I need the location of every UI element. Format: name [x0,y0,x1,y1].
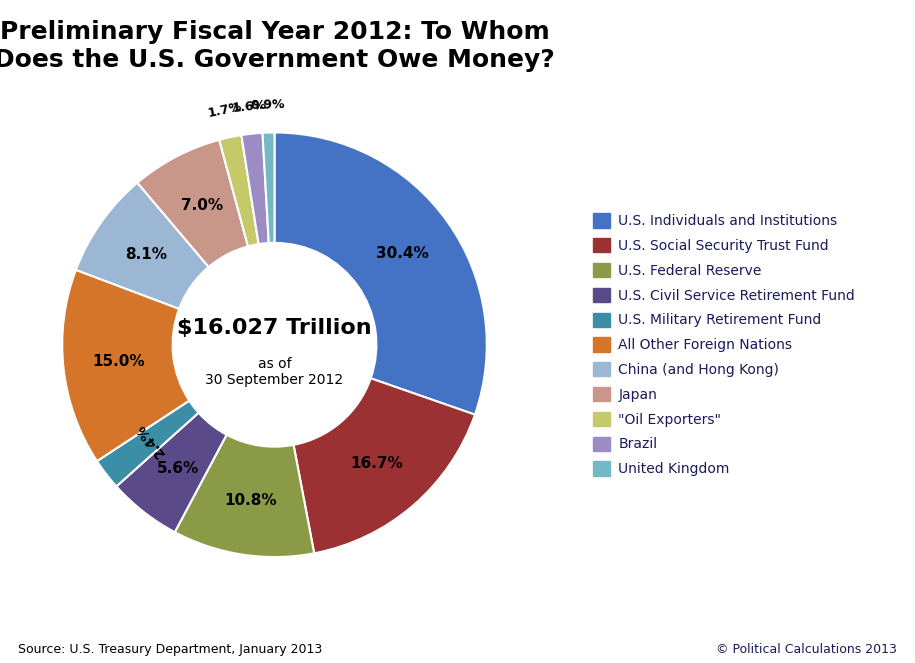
Text: 0.9%: 0.9% [250,98,285,112]
Text: 2.4%: 2.4% [133,421,167,460]
Wedge shape [97,400,199,487]
Wedge shape [220,135,259,247]
Text: 15.0%: 15.0% [92,355,145,369]
Text: 8.1%: 8.1% [125,247,167,262]
Text: 1.7%: 1.7% [206,100,242,120]
Wedge shape [294,379,475,554]
Text: as of
30 September 2012: as of 30 September 2012 [206,357,343,387]
Text: $16.027 Trillion: $16.027 Trillion [178,318,371,337]
Wedge shape [175,435,314,557]
Text: 1.6%: 1.6% [231,98,267,115]
Text: 16.7%: 16.7% [350,456,404,471]
Wedge shape [76,183,209,309]
Wedge shape [274,133,487,414]
Text: © Political Calculations 2013: © Political Calculations 2013 [716,643,897,656]
Text: Preliminary Fiscal Year 2012: To Whom
Does the U.S. Government Owe Money?: Preliminary Fiscal Year 2012: To Whom Do… [0,20,554,72]
Text: 7.0%: 7.0% [180,198,222,213]
Wedge shape [62,270,189,461]
Wedge shape [137,140,248,267]
Legend: U.S. Individuals and Institutions, U.S. Social Security Trust Fund, U.S. Federal: U.S. Individuals and Institutions, U.S. … [589,209,859,481]
Wedge shape [242,133,269,244]
Text: Source: U.S. Treasury Department, January 2013: Source: U.S. Treasury Department, Januar… [18,643,323,656]
Text: 5.6%: 5.6% [156,461,199,476]
Wedge shape [116,413,227,532]
Wedge shape [263,133,274,243]
Text: 10.8%: 10.8% [225,493,277,508]
Text: 30.4%: 30.4% [376,246,429,261]
